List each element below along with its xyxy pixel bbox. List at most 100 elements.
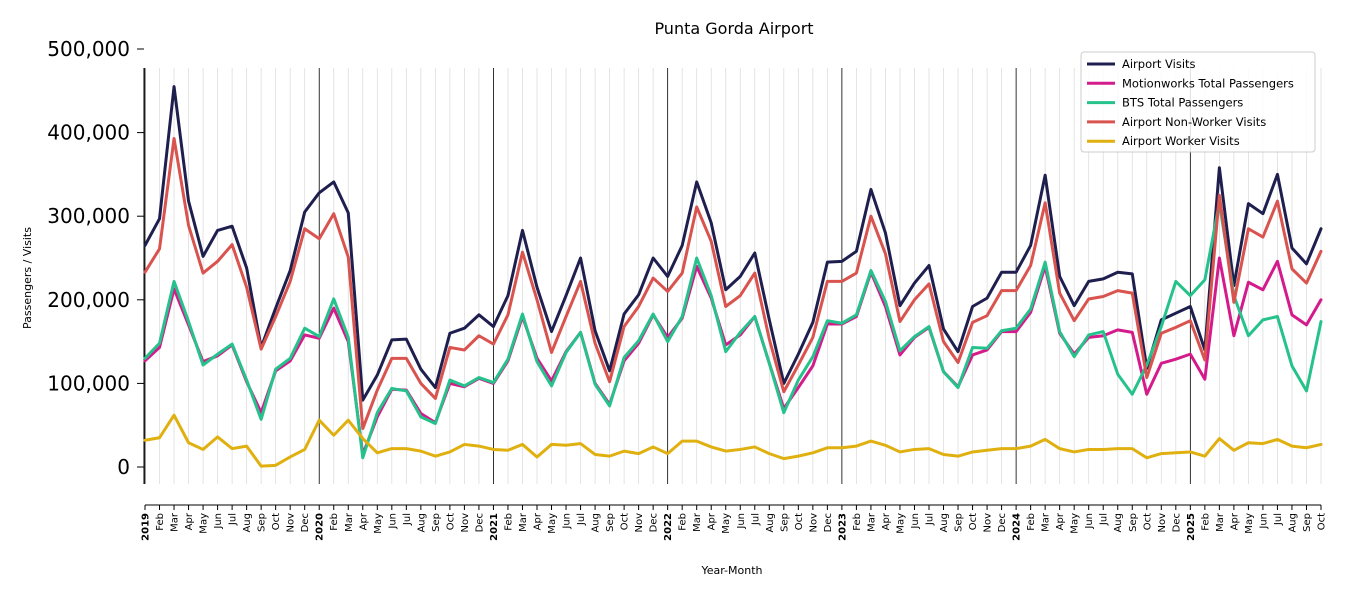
chart-title: Punta Gorda Airport <box>654 19 813 38</box>
x-tick-label: Jun <box>736 513 747 530</box>
y-tick-label: 400,000 <box>47 121 130 145</box>
x-tick-label: Aug <box>765 513 776 533</box>
x-tick-label: Dec <box>474 513 485 532</box>
x-tick-label: Aug <box>242 513 253 533</box>
x-tick-label: Oct <box>1142 513 1153 530</box>
series-line-airport-worker-visits <box>143 413 1323 468</box>
legend-box <box>1080 51 1316 153</box>
x-tick-label: 2025 <box>1186 513 1197 541</box>
legend-entry: Airport Worker Visits <box>1122 134 1240 148</box>
y-tick-label: 300,000 <box>47 204 130 228</box>
x-tick-label: Nov <box>983 513 994 533</box>
x-tick-label: Aug <box>939 513 950 533</box>
x-tick-label: Jun <box>1258 513 1269 530</box>
x-tick-label: May <box>547 513 558 534</box>
x-tick-label: 2020 <box>315 513 326 541</box>
x-tick-label: Mar <box>518 512 529 532</box>
x-tick-label: Feb <box>852 513 863 531</box>
x-tick-label: Oct <box>968 513 979 530</box>
x-tick-label: Oct <box>1317 513 1328 530</box>
x-tick-label: Jul <box>925 513 936 526</box>
x-tick-label: May <box>199 513 210 534</box>
x-tick-label: Dec <box>823 513 834 532</box>
series-line-airport-non-worker-visits <box>143 136 1323 431</box>
x-tick-label: Sep <box>779 513 790 532</box>
x-tick-label: Jul <box>1273 513 1284 526</box>
x-tick-label: Sep <box>1128 513 1139 532</box>
x-tick-label: Apr <box>358 512 369 530</box>
x-tick-label: Mar <box>170 512 181 532</box>
x-tick-label: 2023 <box>837 513 848 541</box>
x-tick-label: Feb <box>1026 513 1037 531</box>
y-tick-label: 0 <box>117 455 130 479</box>
x-tick-label: Apr <box>184 512 195 530</box>
y-axis: 0 100,000 200,000 300,000 400,000 500,000 <box>47 37 145 484</box>
x-tick-label: 2021 <box>489 513 500 541</box>
x-tick-label: Nov <box>286 513 297 533</box>
x-tick-label: Oct <box>445 513 456 530</box>
x-tick-label: Jul <box>576 513 587 526</box>
x-tick-label: Apr <box>1055 512 1066 530</box>
x-tick-label: Jun <box>562 513 573 530</box>
x-tick-label: Jul <box>1099 513 1110 526</box>
x-tick-label: Jun <box>387 513 398 530</box>
x-tick-label: May <box>895 513 906 534</box>
x-tick-label: Jul <box>750 513 761 526</box>
x-tick-label: Sep <box>605 513 616 532</box>
y-tick-label: 100,000 <box>47 371 130 395</box>
legend-entry: Airport Visits <box>1122 57 1196 71</box>
x-tick-label: May <box>721 513 732 534</box>
x-tick-label: Oct <box>620 513 631 530</box>
x-tick-label: Feb <box>329 513 340 531</box>
x-tick-label: 2019 <box>141 513 152 541</box>
x-tick-label: Aug <box>1113 513 1124 533</box>
series-line-airport-visits <box>143 85 1323 402</box>
x-tick-label: Apr <box>881 512 892 530</box>
x-tick-label: Feb <box>1200 513 1211 531</box>
x-tick-label: Dec <box>997 513 1008 532</box>
x-tick-label: Mar <box>344 512 355 532</box>
x-tick-label: Nov <box>1157 513 1168 533</box>
x-tick-label: Dec <box>300 513 311 532</box>
x-tick-label: Sep <box>257 513 268 532</box>
grid-lines <box>144 68 1322 484</box>
x-tick-label: Mar <box>1041 512 1052 532</box>
legend-entry: Motionworks Total Passengers <box>1122 76 1294 90</box>
x-tick-label: Mar <box>1215 512 1226 532</box>
x-tick-label: Mar <box>866 512 877 532</box>
x-tick-label: Nov <box>634 513 645 533</box>
series-layer <box>143 85 1323 468</box>
x-tick-label: Aug <box>591 513 602 533</box>
x-axis: 2019 Feb Mar Apr May Jun Jul Aug Sep Oct Nov Dec 202… <box>141 504 1328 541</box>
x-tick-label: May <box>1070 513 1081 534</box>
x-tick-label: Oct <box>271 513 282 530</box>
x-tick-label: Aug <box>1287 513 1298 533</box>
x-tick-label: Jun <box>910 513 921 530</box>
y-tick-label: 500,000 <box>47 37 130 61</box>
x-tick-label: 2022 <box>663 513 674 541</box>
legend: Airport Visits Motionworks Total Passenge… <box>1080 51 1316 153</box>
x-tick-label: Jun <box>213 513 224 530</box>
x-tick-label: Apr <box>533 512 544 530</box>
x-tick-label: Feb <box>678 513 689 531</box>
x-tick-label: May <box>373 513 384 534</box>
x-tick-label: Nov <box>808 513 819 533</box>
legend-entry: BTS Total Passengers <box>1122 96 1243 110</box>
x-tick-label: Dec <box>649 513 660 532</box>
x-tick-label: Sep <box>431 513 442 532</box>
x-tick-label: Oct <box>794 513 805 530</box>
x-tick-label: Sep <box>954 513 965 532</box>
series-line-bts-total-passengers <box>143 201 1323 460</box>
x-tick-label: Nov <box>460 513 471 533</box>
y-axis-label: Passengers / Visits <box>21 227 34 329</box>
y-tick-label: 200,000 <box>47 288 130 312</box>
x-tick-label: Jul <box>228 513 239 526</box>
x-tick-label: 2024 <box>1012 513 1023 541</box>
x-tick-label: Feb <box>155 513 166 531</box>
x-tick-label: Feb <box>503 513 514 531</box>
legend-entry: Airport Non-Worker Visits <box>1122 115 1266 129</box>
x-tick-label: Jul <box>402 513 413 526</box>
x-tick-label: Mar <box>692 512 703 532</box>
x-axis-label: Year-Month <box>700 564 762 577</box>
